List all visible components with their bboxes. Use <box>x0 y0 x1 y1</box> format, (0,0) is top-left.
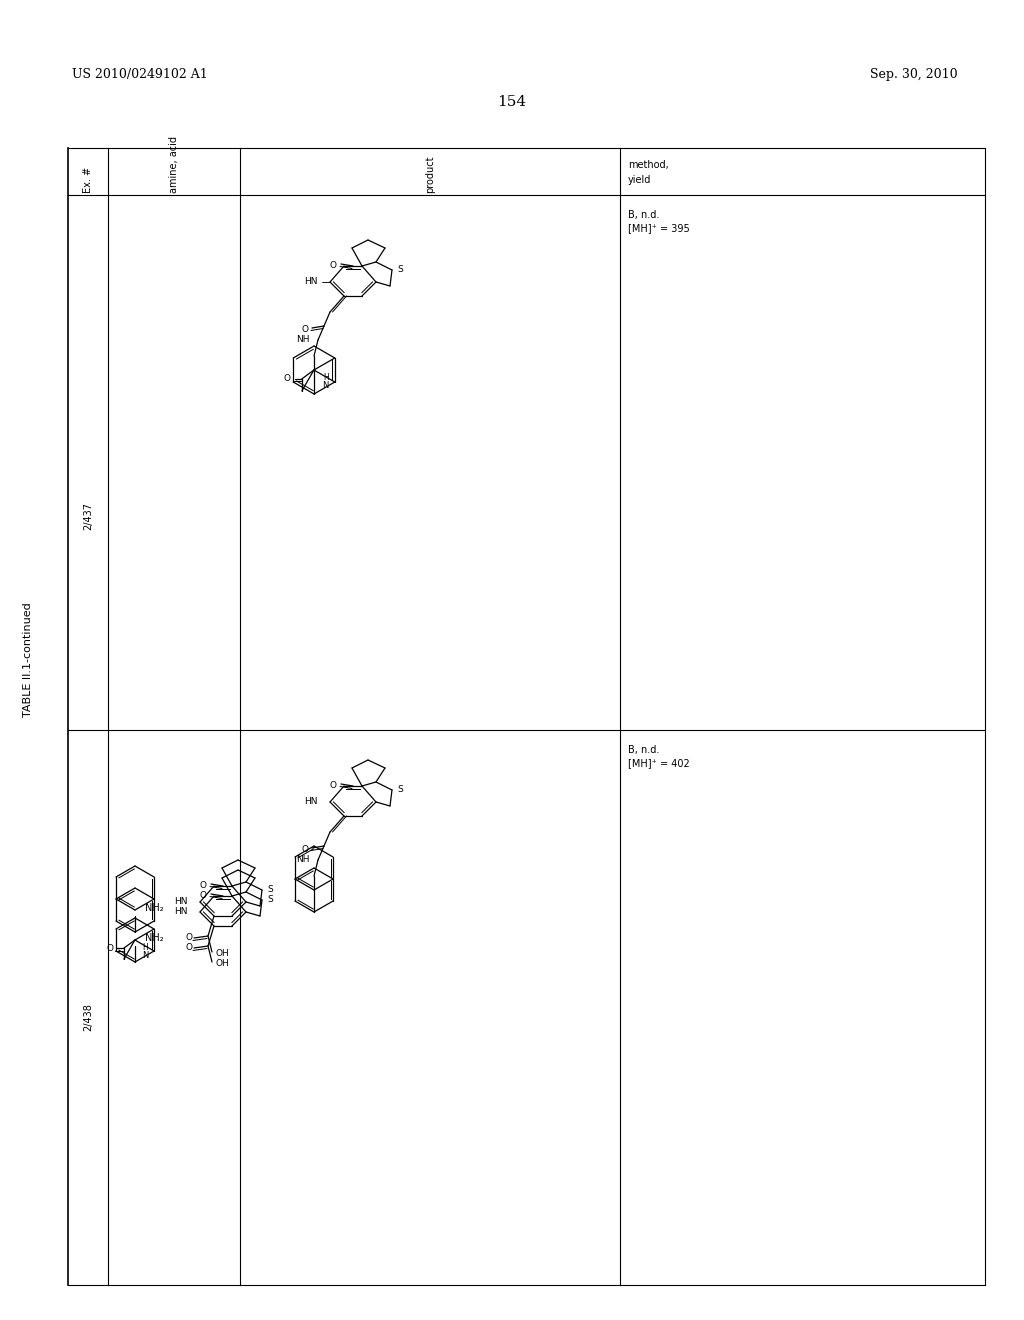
Text: O: O <box>301 845 308 854</box>
Text: S: S <box>267 886 272 895</box>
Text: S: S <box>267 895 272 904</box>
Text: [MH]⁺ = 395: [MH]⁺ = 395 <box>628 223 690 234</box>
Text: H: H <box>142 942 148 952</box>
Text: Ex. #: Ex. # <box>83 166 93 193</box>
Text: NH₂: NH₂ <box>145 903 164 913</box>
Text: HN: HN <box>174 898 188 907</box>
Text: 2/437: 2/437 <box>83 503 93 531</box>
Text: method,: method, <box>628 160 669 170</box>
Text: HN: HN <box>304 277 318 286</box>
Text: B, n.d.: B, n.d. <box>628 210 659 220</box>
Text: HN: HN <box>304 797 318 807</box>
Text: B, n.d.: B, n.d. <box>628 744 659 755</box>
Text: NH₂: NH₂ <box>145 933 164 942</box>
Text: 154: 154 <box>498 95 526 110</box>
Text: HN: HN <box>174 908 188 916</box>
Text: OH: OH <box>216 960 229 969</box>
Text: H: H <box>323 374 329 383</box>
Text: N: N <box>141 950 148 960</box>
Text: OH: OH <box>216 949 229 958</box>
Text: yield: yield <box>628 176 651 185</box>
Text: [MH]⁺ = 402: [MH]⁺ = 402 <box>628 758 690 768</box>
Text: NH: NH <box>297 335 310 345</box>
Text: O: O <box>106 944 114 953</box>
Text: NH: NH <box>297 855 310 865</box>
Text: S: S <box>397 265 402 275</box>
Text: 2/438: 2/438 <box>83 1003 93 1031</box>
Text: O: O <box>301 325 308 334</box>
Text: Sep. 30, 2010: Sep. 30, 2010 <box>870 69 957 81</box>
Text: O: O <box>284 375 291 383</box>
Text: TABLE II.1-continued: TABLE II.1-continued <box>23 603 33 717</box>
Text: O: O <box>185 932 193 941</box>
Text: US 2010/0249102 A1: US 2010/0249102 A1 <box>72 69 208 81</box>
Text: amine, acid: amine, acid <box>169 136 179 193</box>
Text: O: O <box>330 260 337 269</box>
Text: O: O <box>200 880 207 890</box>
Text: product: product <box>425 156 435 193</box>
Text: O: O <box>185 942 193 952</box>
Text: N: N <box>323 381 329 391</box>
Text: S: S <box>397 785 402 795</box>
Text: O: O <box>330 780 337 789</box>
Text: O: O <box>200 891 207 899</box>
